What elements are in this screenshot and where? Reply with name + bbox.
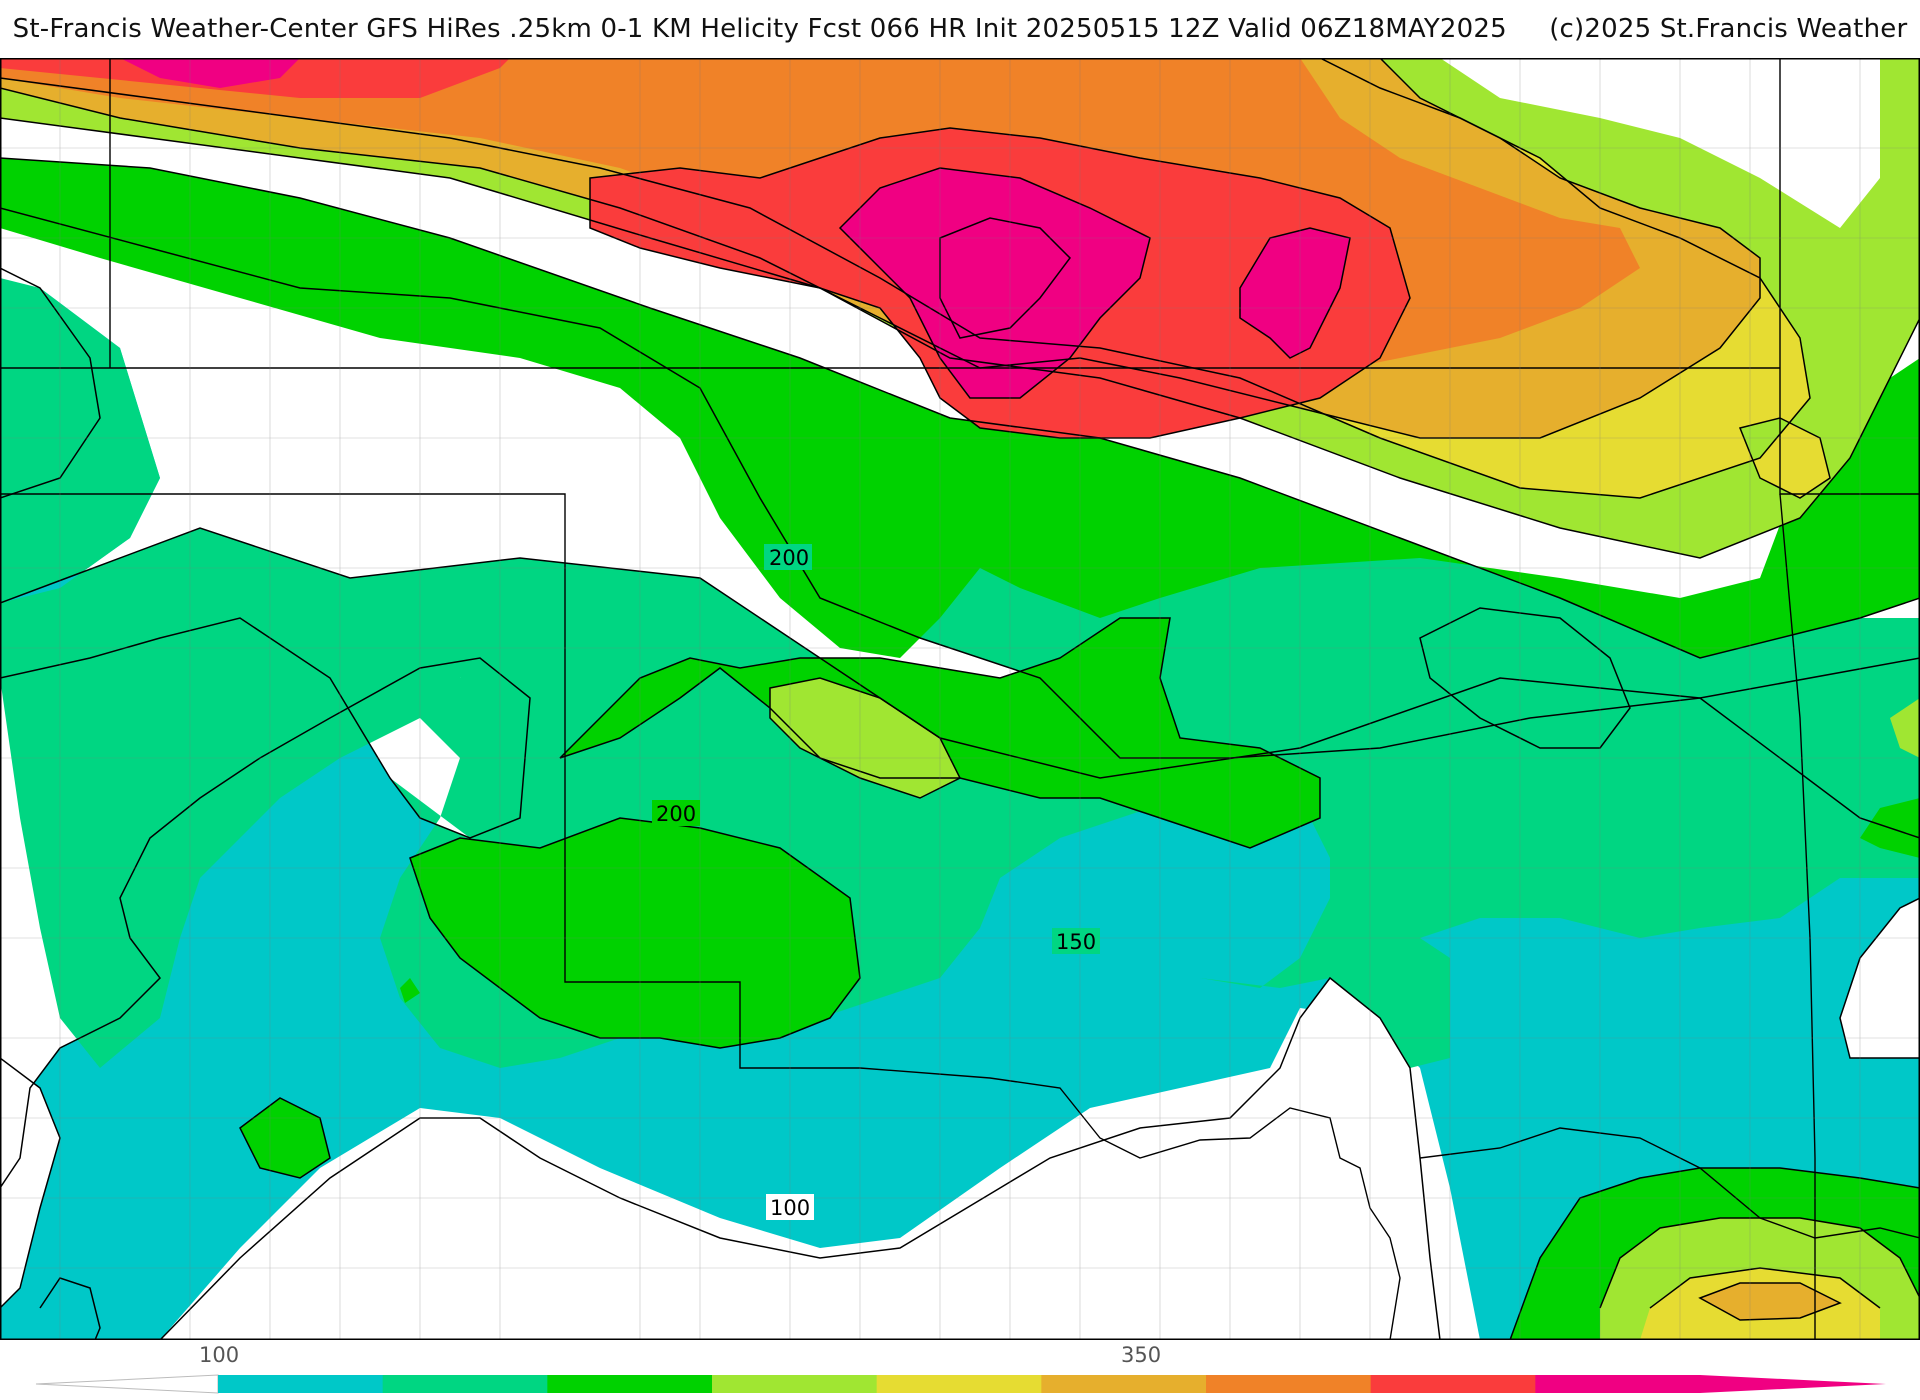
colorbar-tick-350: 350 — [1121, 1343, 1162, 1367]
fill-green — [0, 158, 1920, 1340]
colorbar-cell-2 — [547, 1375, 713, 1393]
colorbar-cell-0 — [218, 1375, 384, 1393]
colorbar-cell-8 — [1535, 1375, 1701, 1393]
county-lines — [0, 58, 1920, 1340]
contour-label-200-central: 200 — [656, 802, 696, 826]
colorbar-cell-6 — [1206, 1375, 1372, 1393]
map-frame — [0, 58, 1920, 1340]
contour-label-group: 200 200 150 100 — [652, 544, 1100, 1220]
colorbar-cell-1 — [382, 1375, 548, 1393]
fill-white-west2 — [0, 1058, 60, 1308]
contour-label-100: 100 — [770, 1196, 810, 1220]
colorbar-cell-5 — [1041, 1375, 1207, 1393]
map-title: St-Francis Weather-Center GFS HiRes .25k… — [0, 14, 1920, 44]
colorbar-cell-4 — [876, 1375, 1042, 1393]
colorbar-cells — [218, 1375, 1701, 1393]
colorbar — [35, 1374, 1886, 1394]
state-borders — [0, 58, 1920, 1340]
fill-lightorange — [0, 58, 1840, 1320]
helicity-map: 200 200 150 100 — [0, 58, 1920, 1340]
colorbar-cell-7 — [1370, 1375, 1536, 1393]
contour-label-150: 150 — [1056, 930, 1096, 954]
colorbar-cell-3 — [712, 1375, 878, 1393]
contour-label-200-north: 200 — [769, 546, 809, 570]
contour-lines — [0, 58, 1920, 1340]
title-main: St-Francis Weather-Center GFS HiRes .25k… — [12, 14, 1507, 44]
colorbar-high-extend — [1700, 1375, 1886, 1393]
title-copyright: (c)2025 St.Francis Weather — [1549, 14, 1908, 44]
fill-magenta — [120, 58, 1350, 398]
fill-white-south — [160, 978, 1440, 1340]
colorbar-low-extend — [35, 1374, 219, 1394]
colorbar-tick-100: 100 — [199, 1343, 240, 1367]
fill-white-east — [1840, 898, 1920, 1058]
